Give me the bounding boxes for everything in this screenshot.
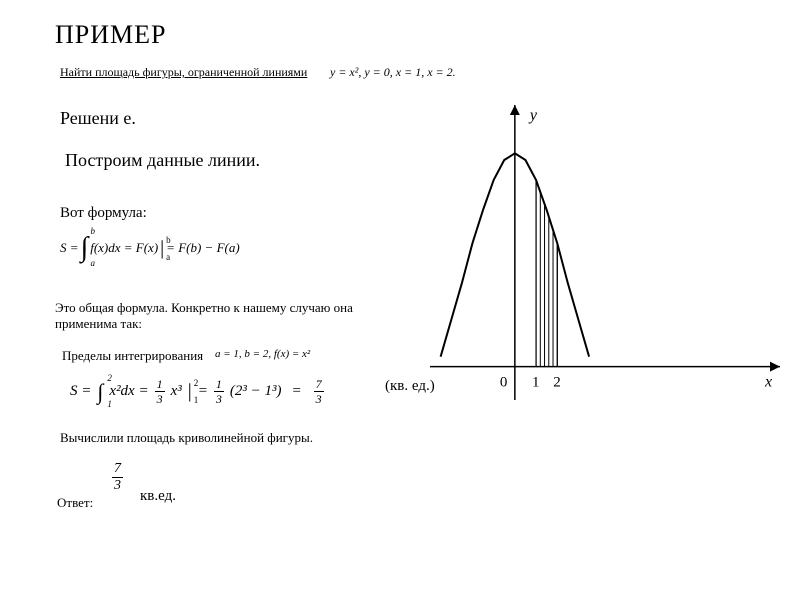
- calc-frac2-num: 1: [214, 378, 224, 392]
- calc-eq3: =: [292, 383, 302, 400]
- calc-lhs: S =: [70, 383, 91, 400]
- svg-text:1: 1: [532, 375, 540, 391]
- general-formula: S = ∫ b a f(x)dx = F(x) b a = F(b) − F(a…: [60, 232, 240, 264]
- calc-integral-sign: ∫ 2 1: [97, 379, 103, 405]
- explanation-text: Это общая формула. Конкретно к нашему сл…: [55, 300, 365, 333]
- calc-int-lower: 1: [107, 399, 112, 409]
- eval-bar: b a: [160, 237, 164, 260]
- svg-text:0: 0: [500, 375, 508, 391]
- svg-text:x: x: [764, 374, 772, 391]
- graph-container: y x 0 12: [430, 100, 780, 400]
- calc-frac-2: 1 3: [214, 378, 224, 405]
- calc-paren: (2³ − 1³): [230, 383, 282, 400]
- calc-result-num: 7: [314, 378, 324, 392]
- calc-eq2: =: [198, 383, 208, 400]
- calc-frac-1: 1 3: [155, 378, 165, 405]
- calc-result-den: 3: [314, 392, 324, 405]
- svg-text:y: y: [528, 107, 538, 124]
- answer-unit: кв.ед.: [140, 488, 176, 505]
- limits-label: Пределы интегрирования: [62, 348, 203, 364]
- answer-den: 3: [112, 478, 123, 493]
- integral-upper: b: [91, 226, 96, 236]
- calc-frac1-den: 3: [155, 392, 165, 405]
- build-lines-text: Построим данные линии.: [65, 150, 325, 172]
- calc-int-upper: 2: [107, 373, 112, 383]
- solution-label: Решени е.: [60, 108, 136, 129]
- formula-lhs: S =: [60, 240, 79, 256]
- calc-frac1-num: 1: [155, 378, 165, 392]
- calc-eval-upper: 2: [194, 378, 199, 388]
- integral-lower: a: [91, 258, 96, 268]
- answer-fraction: 7 3: [110, 462, 125, 493]
- formula-label: Вот формула:: [60, 205, 147, 222]
- formula-integrand: f(x)dx = F(x): [90, 240, 158, 256]
- svg-text:2: 2: [553, 375, 561, 391]
- calc-integrand: x²dx =: [109, 383, 148, 400]
- problem-prompt: Найти площадь фигуры, ограниченной линия…: [60, 65, 307, 80]
- calc-result-frac: 7 3: [314, 378, 324, 405]
- page: ПРИМЕР Найти площадь фигуры, ограниченно…: [0, 0, 800, 600]
- calc-eval-bar: 2 1: [188, 380, 192, 403]
- page-title: ПРИМЕР: [55, 20, 166, 50]
- computed-text: Вычислили площадь криволинейной фигуры.: [60, 430, 313, 446]
- answer-label: Ответ:: [57, 495, 93, 511]
- limits-equation: a = 1, b = 2, f(x) = x²: [215, 348, 310, 360]
- calc-after-frac1: x³: [171, 383, 182, 400]
- eval-lower: a: [166, 252, 170, 262]
- integral-sign: ∫ b a: [81, 232, 89, 264]
- calculation-formula: S = ∫ 2 1 x²dx = 1 3 x³ 2 1 = 1 3 (2³ − …: [70, 378, 326, 405]
- given-equations: y = x², y = 0, x = 1, x = 2.: [330, 65, 456, 80]
- calc-eval-lower: 1: [194, 395, 199, 405]
- graph-svg: y x 0 12: [430, 100, 780, 400]
- eval-upper: b: [166, 235, 171, 245]
- formula-rhs: = F(b) − F(a): [166, 240, 240, 256]
- answer-num: 7: [112, 462, 123, 478]
- calc-frac2-den: 3: [214, 392, 224, 405]
